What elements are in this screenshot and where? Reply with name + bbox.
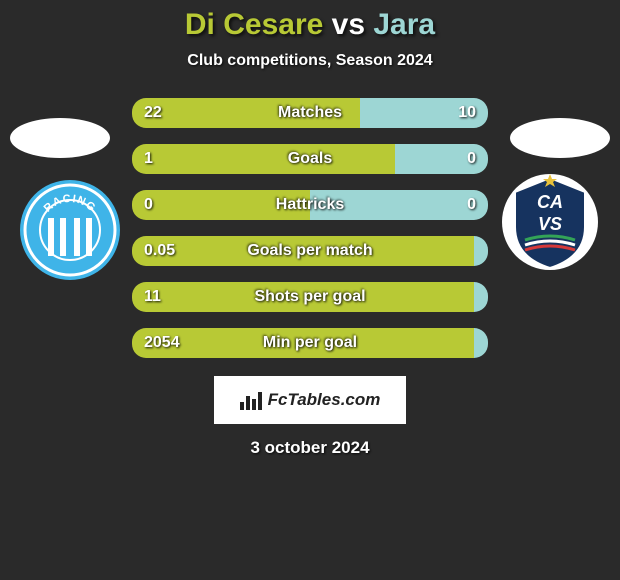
stat-value-left: 1 (144, 150, 153, 168)
svg-text:CA: CA (537, 192, 563, 212)
svg-text:VS: VS (538, 214, 562, 234)
bar-left (132, 144, 395, 174)
subtitle: Club competitions, Season 2024 (0, 52, 620, 70)
stat-row: Goals per match 0.05 (132, 236, 488, 266)
stat-row: Min per goal 2054 (132, 328, 488, 358)
stat-label: Min per goal (263, 334, 357, 352)
stat-row: Matches 22 10 (132, 98, 488, 128)
stat-row: Goals 1 0 (132, 144, 488, 174)
stat-value-left: 11 (144, 288, 161, 306)
stat-value-right: 0 (467, 150, 476, 168)
team2-crest: CA VS (500, 172, 600, 272)
stat-value-left: 22 (144, 104, 162, 122)
bar-right (474, 282, 488, 312)
bar-right (474, 236, 488, 266)
team1-crest: RACING (20, 180, 120, 280)
stat-label: Hattricks (276, 196, 344, 214)
stat-label: Shots per goal (254, 288, 365, 306)
chart-icon (240, 390, 262, 410)
stat-value-left: 2054 (144, 334, 180, 352)
stat-row: Hattricks 0 0 (132, 190, 488, 220)
stat-label: Goals per match (247, 242, 372, 260)
stat-row: Shots per goal 11 (132, 282, 488, 312)
stat-value-right: 10 (458, 104, 476, 122)
stat-value-left: 0 (144, 196, 153, 214)
stat-label: Matches (278, 104, 342, 122)
page-title: Di Cesare vs Jara (0, 8, 620, 42)
stats-bars: Matches2210Goals10Hattricks00Goals per m… (132, 98, 488, 358)
title-player1: Di Cesare (185, 8, 323, 41)
brand-badge: FcTables.com (214, 376, 406, 424)
title-vs: vs (332, 8, 365, 41)
stat-label: Goals (288, 150, 332, 168)
bar-right (474, 328, 488, 358)
stat-value-right: 0 (467, 196, 476, 214)
brand-text: FcTables.com (268, 390, 381, 410)
title-player2: Jara (373, 8, 435, 41)
stat-value-left: 0.05 (144, 242, 175, 260)
player1-photo (10, 118, 110, 158)
date: 3 october 2024 (0, 438, 620, 458)
player2-photo (510, 118, 610, 158)
